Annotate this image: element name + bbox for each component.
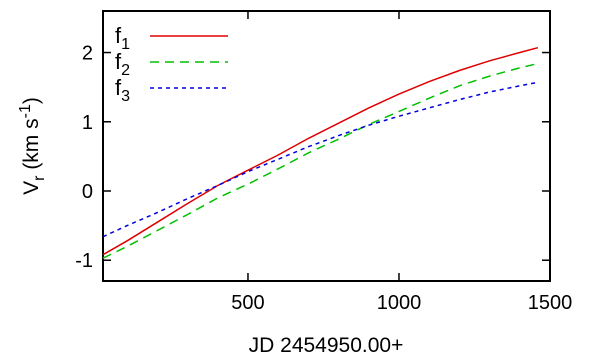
y-tick-label: 0 — [82, 181, 93, 203]
series-line-f3 — [102, 81, 539, 238]
y-tick-label: 1 — [82, 112, 93, 134]
x-tick-label: 1500 — [528, 292, 573, 314]
y-axis-label-unit-sup: -1 — [17, 104, 34, 118]
y-tick-label: 2 — [82, 43, 93, 65]
series-line-f1 — [102, 46, 539, 256]
y-axis-label: Vr (km s-1) — [17, 97, 48, 195]
series-layer — [102, 46, 539, 259]
axis-ticks: 500 1000 1500 -1 0 1 2 — [75, 11, 572, 314]
y-tick-label: -1 — [75, 250, 93, 272]
legend-label-f1: f1 — [115, 23, 130, 53]
legend-label-f3: f3 — [115, 75, 130, 105]
x-tick-label: 1000 — [377, 292, 422, 314]
x-axis-label: JD 2454950.00+ — [249, 334, 404, 357]
y-axis-label-unit-close: ) — [20, 97, 43, 104]
x-tick-label: 500 — [231, 292, 264, 314]
y-axis-label-main: V — [20, 181, 43, 195]
plot-frame — [102, 10, 551, 282]
y-axis-label-unit: (km s — [20, 118, 43, 175]
y-axis-label-sub: r — [31, 175, 48, 181]
legend-label-f2: f2 — [115, 49, 130, 79]
series-line-f2 — [102, 62, 539, 259]
